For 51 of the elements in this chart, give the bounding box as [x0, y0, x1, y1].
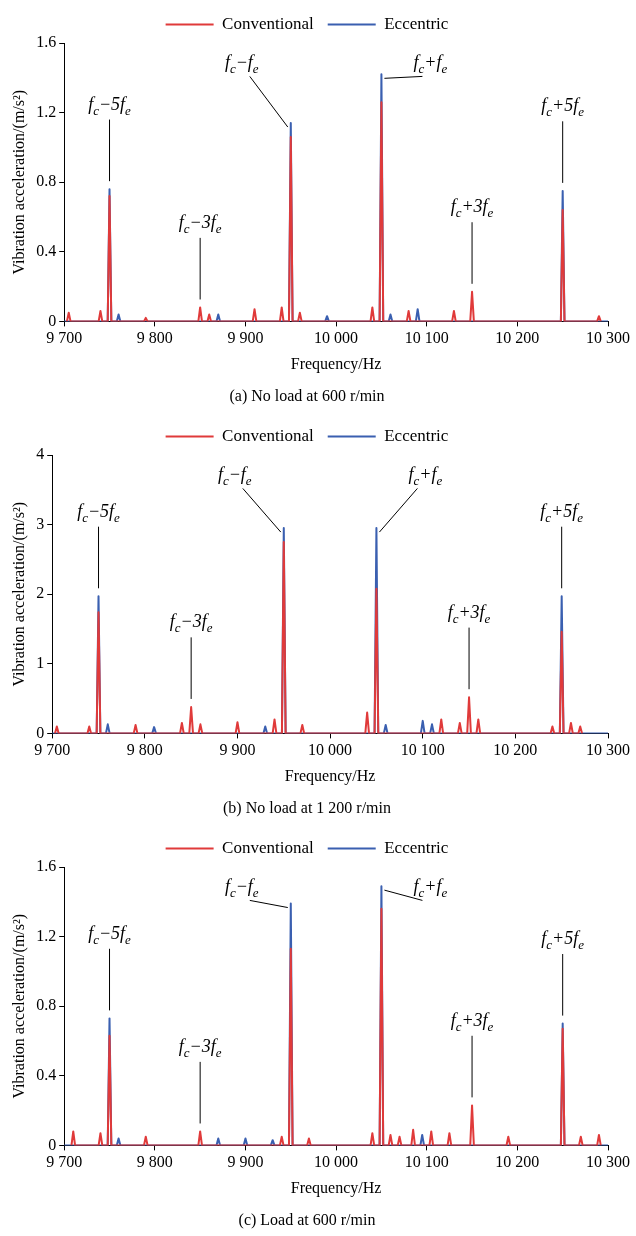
- x-tick-label: 10 300: [586, 741, 630, 759]
- x-tick-label: 10 200: [493, 741, 538, 759]
- x-tick-label: 9 900: [227, 1153, 264, 1171]
- y-axis-title: Vibration acceleration/(m/s²): [9, 89, 28, 275]
- x-tick-label: 9 800: [136, 1153, 173, 1171]
- x-tick-label: 10 100: [404, 1153, 449, 1171]
- text: (c) Load at 600 r/min: [238, 1210, 376, 1229]
- y-tick-label: 0: [48, 1135, 57, 1153]
- y-tick-label: 3: [36, 514, 45, 532]
- x-tick-label: 10 000: [314, 1153, 359, 1171]
- legend-label: Eccentric: [384, 13, 449, 33]
- y-tick-label: 2: [36, 584, 45, 602]
- x-tick-label: 10 100: [400, 741, 445, 759]
- x-tick-label: 10 000: [314, 329, 359, 347]
- y-tick-label: 1: [36, 654, 45, 671]
- y-tick-label: 4: [36, 445, 45, 463]
- legend-label: Eccentric: [384, 425, 449, 445]
- y-tick-label: 0: [48, 311, 57, 329]
- x-tick-label: 9 800: [136, 329, 173, 347]
- legend-label: Conventional: [222, 13, 314, 33]
- x-axis-title: Frequency/Hz: [290, 1179, 382, 1198]
- y-tick-label: 0.8: [36, 996, 57, 1014]
- x-axis-title: Frequency/Hz: [284, 767, 376, 786]
- y-tick-label: 1.6: [36, 857, 57, 875]
- y-tick-label: 0.8: [36, 172, 57, 190]
- x-tick-label: 9 700: [46, 329, 83, 347]
- y-axis-title: Vibration acceleration/(m/s²): [9, 913, 28, 1099]
- x-tick-label: 9 900: [219, 741, 256, 759]
- x-tick-label: 10 200: [495, 329, 540, 347]
- x-tick-label: 9 900: [227, 329, 264, 347]
- x-tick-label: 10 300: [586, 329, 630, 347]
- x-tick-label: 9 700: [34, 741, 71, 759]
- legend-label: Eccentric: [384, 837, 449, 857]
- y-tick-label: 1.2: [36, 102, 57, 120]
- y-tick-label: 1.2: [36, 926, 57, 944]
- y-axis-title: Vibration acceleration/(m/s²): [9, 501, 28, 687]
- y-tick-label: 1.6: [36, 33, 57, 51]
- x-tick-label: 9 800: [126, 741, 163, 759]
- x-tick-label: 10 000: [308, 741, 353, 759]
- x-tick-label: 10 300: [586, 1153, 630, 1171]
- x-tick-label: 10 200: [495, 1153, 540, 1171]
- y-tick-label: 0.4: [36, 1066, 57, 1083]
- x-axis-title: Frequency/Hz: [290, 355, 382, 374]
- text: (a) No load at 600 r/min: [229, 386, 385, 405]
- legend-label: Conventional: [222, 837, 314, 857]
- y-tick-label: 0.4: [36, 242, 57, 259]
- x-tick-label: 9 700: [46, 1153, 83, 1171]
- legend-label: Conventional: [222, 425, 314, 445]
- x-tick-label: 10 100: [404, 329, 449, 347]
- y-tick-label: 0: [36, 723, 45, 741]
- text: (b) No load at 1 200 r/min: [223, 798, 391, 817]
